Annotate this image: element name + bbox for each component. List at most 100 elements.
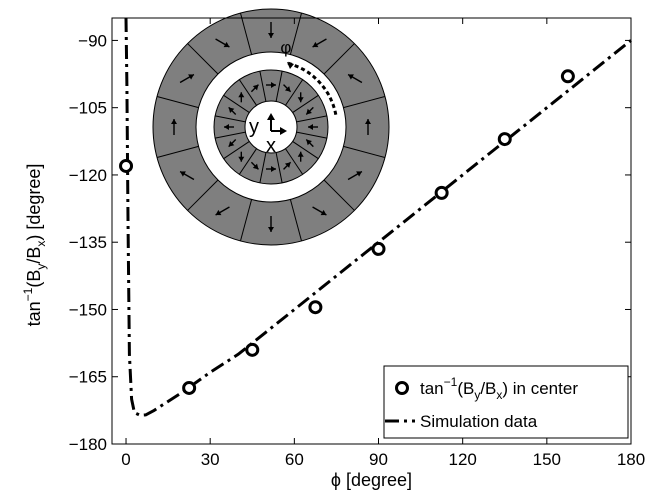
data-point xyxy=(119,158,134,173)
y-tick-label: −120 xyxy=(69,166,107,185)
inner-segment-divider xyxy=(275,152,283,184)
measured-points xyxy=(119,69,575,395)
inner-segment-divider xyxy=(296,131,328,139)
inner-magnet-arrow-head xyxy=(238,156,245,162)
outer-segment-divider xyxy=(187,43,219,75)
simulation-line xyxy=(124,17,632,417)
outer-segment-divider xyxy=(323,179,355,211)
outer-segment-divider xyxy=(156,145,199,159)
data-point xyxy=(308,300,323,315)
outer-segment-divider xyxy=(289,199,303,242)
legend-0-prefix: tan xyxy=(420,379,444,398)
inner-magnet-arrow-head xyxy=(238,92,245,98)
outer-magnet-arrow-head xyxy=(188,74,194,80)
legend-entry-simulation: Simulation data xyxy=(420,412,538,431)
x-tick-label: 150 xyxy=(533,450,561,469)
outer-magnet-arrow-head xyxy=(268,227,274,232)
outer-segment-divider xyxy=(239,12,253,55)
inner-magnet-arrow-head xyxy=(252,163,259,170)
outer-magnet-arrow-head xyxy=(365,119,371,124)
outer-segment-divider xyxy=(239,199,253,242)
bore-x-axis-head xyxy=(280,127,287,135)
bore-y-label: y xyxy=(249,116,259,138)
outer-magnet-arrow-head xyxy=(312,41,319,48)
outer-segment-divider xyxy=(323,43,355,75)
legend-0-mid2: /B xyxy=(480,379,496,398)
legend-marker-circle xyxy=(395,381,409,395)
data-point xyxy=(182,380,197,395)
inner-magnet-arrow-head xyxy=(306,108,312,115)
inner-segment-divider xyxy=(292,141,319,160)
inner-magnet-arrow-head xyxy=(297,151,304,157)
y-tick-label: −105 xyxy=(69,99,107,118)
inner-segment-divider xyxy=(259,152,267,184)
angle-label: φ xyxy=(280,38,291,57)
legend: tan−1(By/Bx) in center Simulation data xyxy=(383,365,629,439)
inner-magnet-arrow-head xyxy=(228,107,235,114)
inner-segment-divider xyxy=(259,70,267,102)
outer-segment-divider xyxy=(343,95,386,109)
legend-box xyxy=(383,365,629,439)
x-tick-label: 0 xyxy=(121,450,130,469)
axes-box xyxy=(111,17,632,445)
y-title-suffix: ) [degree] xyxy=(24,164,44,241)
y-title-mid1: (B xyxy=(24,270,44,288)
inner-segment-divider xyxy=(292,94,319,113)
y-title-sub1: y xyxy=(34,264,48,270)
y-axis-title: tan−1(By/Bx) [degree] xyxy=(21,164,48,327)
y-tick-label: −180 xyxy=(69,435,107,454)
y-title-prefix: tan xyxy=(24,301,44,326)
x-axis-ticks: 0 30 60 90 120 150 180 xyxy=(121,18,645,469)
outer-magnet-arrow-head xyxy=(171,119,177,124)
inner-magnet-arrow-head xyxy=(306,139,312,146)
data-point xyxy=(434,185,449,200)
y-tick-label: −150 xyxy=(69,300,107,319)
x-tick-label: 60 xyxy=(285,450,304,469)
rotation-indicator xyxy=(287,61,338,116)
inner-magnet-arrow-head xyxy=(297,97,304,103)
inner-segment-divider xyxy=(285,79,304,106)
halbach-magnet-inset: φ yx xyxy=(152,8,390,246)
legend-entry-measured: tan−1(By/Bx) in center xyxy=(420,375,578,402)
inner-magnet-arrow-head xyxy=(228,140,235,147)
outer-magnet-arrow-head xyxy=(223,41,230,48)
y-title-sup: −1 xyxy=(21,287,35,301)
data-point xyxy=(245,342,260,357)
legend-0-sup: −1 xyxy=(444,375,458,389)
inner-magnet-arrow-head xyxy=(284,162,291,168)
x-axis-title: ϕ [degree] xyxy=(331,470,412,490)
bore-x-label: x xyxy=(266,135,276,157)
outer-magnet-arrow-head xyxy=(180,171,186,177)
x-tick-label: 180 xyxy=(617,450,645,469)
inner-magnet-arrow-head xyxy=(308,124,313,130)
y-title-mid2: /B xyxy=(24,247,44,264)
inner-magnet-arrow-head xyxy=(271,166,276,172)
data-point xyxy=(560,69,575,84)
outer-magnet-arrow-head xyxy=(215,209,222,216)
inner-segment-divider xyxy=(214,131,246,139)
inner-segment-divider xyxy=(285,148,304,175)
y-tick-label: −165 xyxy=(69,368,107,387)
inner-magnet-arrow-head xyxy=(284,86,291,92)
inner-magnet-arrow-head xyxy=(252,84,259,91)
inner-segment-divider xyxy=(223,94,250,113)
legend-0-sub1: y xyxy=(474,388,480,402)
simulation-polyline xyxy=(124,17,632,417)
data-point xyxy=(371,241,386,256)
outer-segment-divider xyxy=(289,12,303,55)
inner-segment-divider xyxy=(223,141,250,160)
y-axis-ticks: −180 −165 −150 −135 −120 −105 −90 xyxy=(69,31,631,454)
inner-segment-divider xyxy=(296,115,328,123)
y-tick-label: −90 xyxy=(78,31,107,50)
inner-magnet-arrow-head xyxy=(271,82,276,88)
outer-magnet-arrow-head xyxy=(356,171,362,177)
inner-segment-divider xyxy=(214,115,246,123)
x-tick-label: 120 xyxy=(448,450,476,469)
legend-0-sub2: x xyxy=(496,388,502,402)
outer-magnet-arrow-head xyxy=(348,74,354,80)
data-point xyxy=(497,132,512,147)
outer-magnet-arrow-head xyxy=(320,209,327,216)
outer-magnet-arrow-head xyxy=(268,33,274,38)
rotation-indicator-head xyxy=(286,61,294,69)
